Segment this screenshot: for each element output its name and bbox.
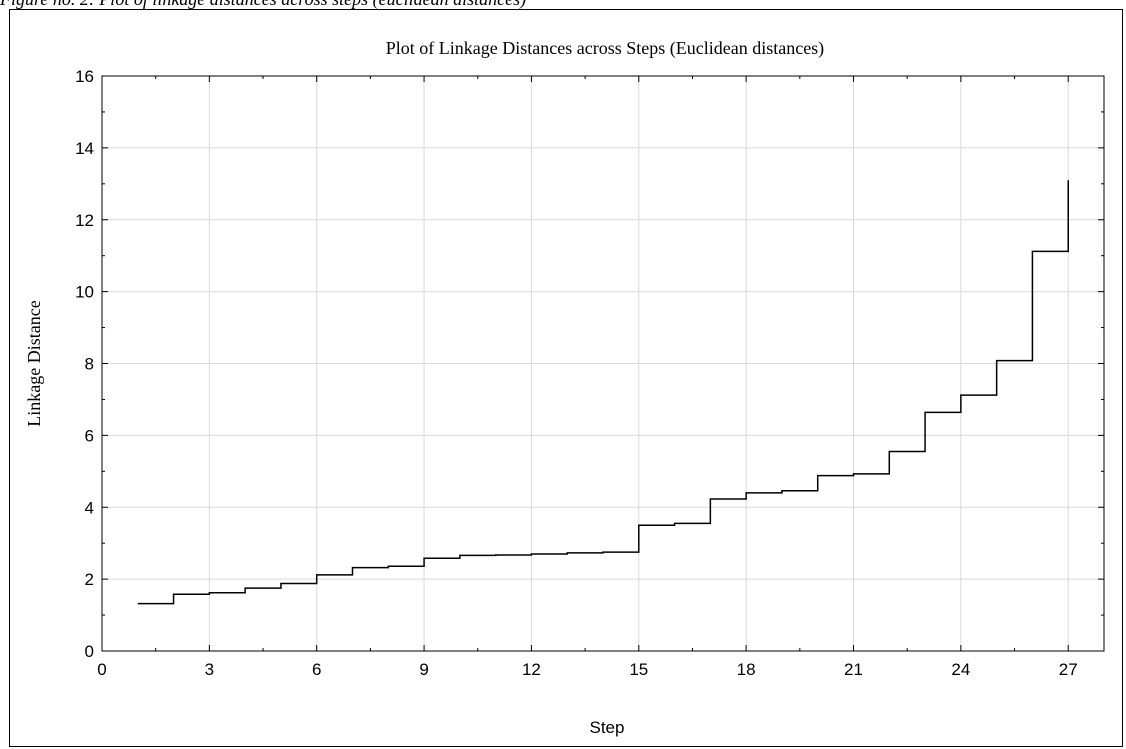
y-tick-label: 10 (75, 283, 94, 302)
x-tick-label: 0 (97, 660, 106, 679)
y-tick-label: 0 (85, 642, 94, 661)
chart-title: Plot of Linkage Distances across Steps (… (386, 38, 824, 59)
x-tick-label: 24 (951, 660, 970, 679)
x-tick-label: 15 (629, 660, 648, 679)
x-tick-label: 21 (844, 660, 863, 679)
x-axis-label: Step (590, 718, 625, 737)
x-tick-label: 6 (312, 660, 321, 679)
x-tick-label: 18 (737, 660, 756, 679)
y-tick-label: 6 (85, 426, 94, 445)
x-tick-label: 27 (1059, 660, 1078, 679)
x-tick-labels: 0 3 6 9 12 15 18 21 24 27 (97, 660, 1077, 679)
y-tick-label: 2 (85, 570, 94, 589)
y-tick-label: 4 (85, 498, 94, 517)
grid-lines (102, 76, 1104, 651)
x-tick-label: 12 (522, 660, 541, 679)
figure-caption: Figure no. 2: Plot of linkage distances … (0, 0, 526, 10)
y-axis-label: Linkage Distance (24, 300, 44, 426)
x-tick-label: 9 (419, 660, 428, 679)
series-step-line (137, 180, 1069, 605)
y-tick-label: 14 (75, 139, 94, 158)
x-tick-label: 3 (205, 660, 214, 679)
y-tick-label: 12 (75, 211, 94, 230)
chart-frame (9, 9, 1123, 747)
y-tick-label: 16 (75, 67, 94, 86)
y-tick-labels: 0 2 4 6 8 10 12 14 16 (75, 67, 94, 661)
y-tick-label: 8 (85, 355, 94, 374)
plot-area-border (101, 75, 1105, 652)
